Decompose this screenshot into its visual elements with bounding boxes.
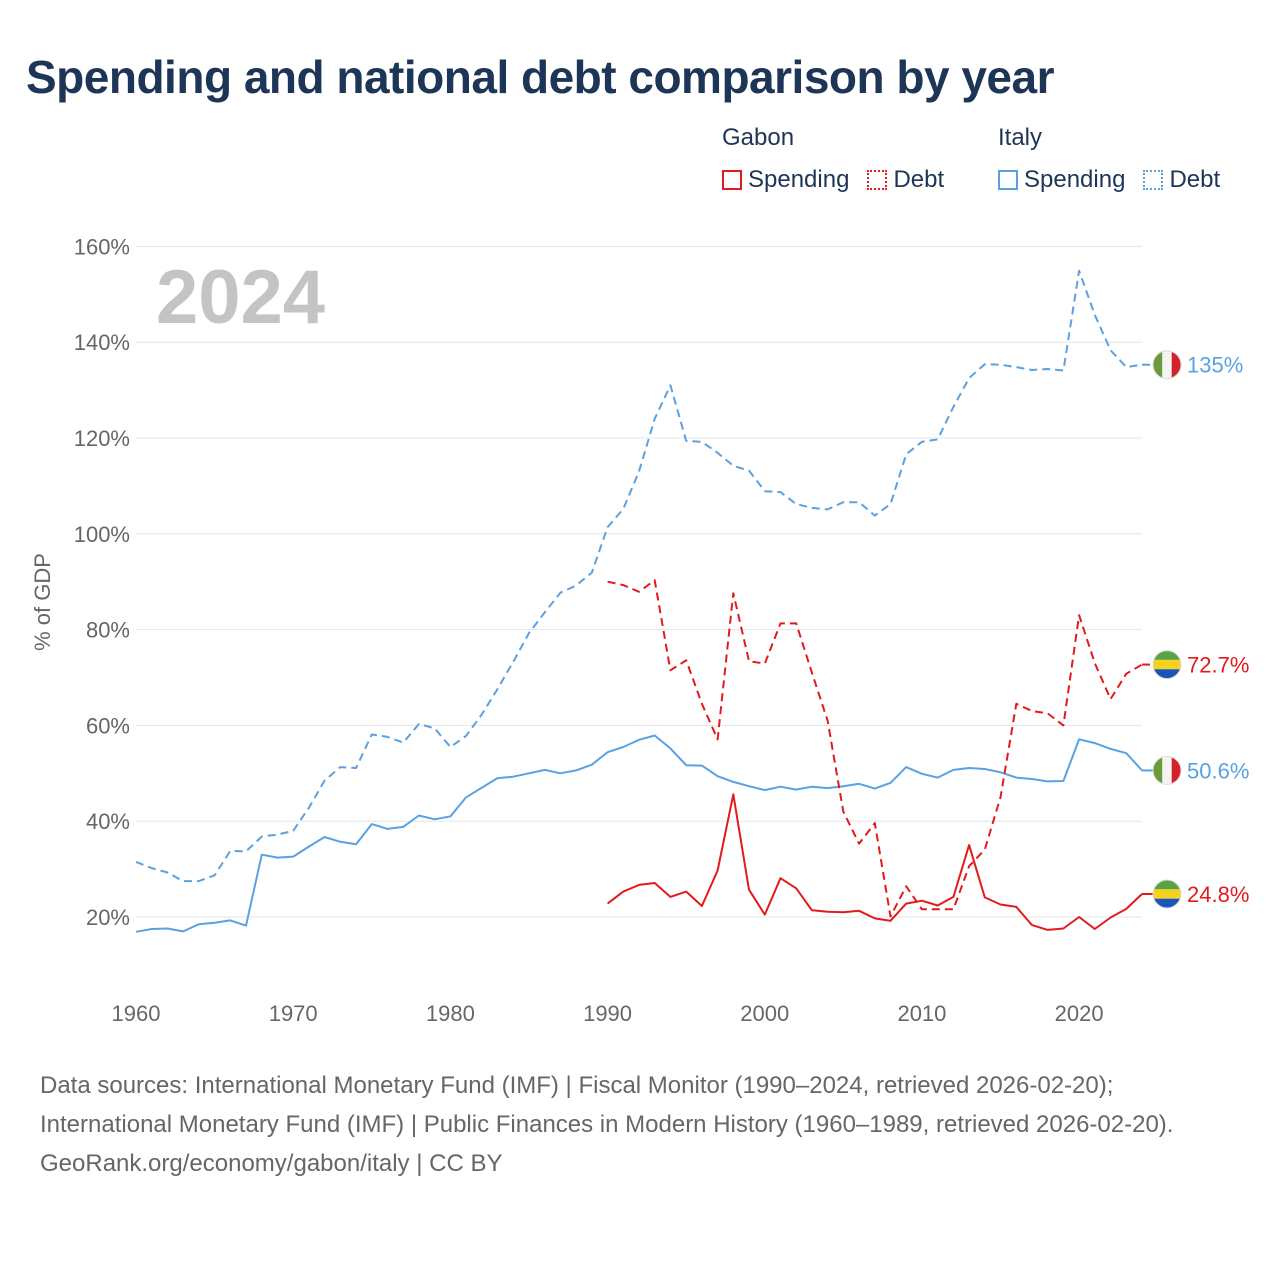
flag-outline	[1152, 650, 1182, 680]
line-chart: 2024 % of GDP 20% 40% 60% 80% 100% 120% 140% 16…	[30, 234, 1249, 1026]
flag-stripe-yellow	[1153, 659, 1181, 670]
flag-stripe-white	[1162, 350, 1172, 379]
y-tick-label: 60%	[86, 713, 130, 738]
flag-stripe-blue	[1153, 669, 1181, 679]
footer: Data sources: International Monetary Fun…	[40, 1066, 1240, 1183]
end-value-label: 50.6%	[1187, 758, 1249, 783]
y-tick-label: 80%	[86, 618, 130, 643]
legend-item-italy-debt[interactable]: Debt	[1143, 166, 1220, 194]
legend-item-label: Debt	[893, 166, 945, 193]
y-tick-label: 160%	[74, 234, 130, 259]
y-tick-label: 40%	[86, 809, 130, 834]
flag-stripe-green	[1153, 880, 1181, 890]
legend-item-label: Spending	[748, 166, 850, 193]
series-line-italy-spending	[135, 734, 1143, 933]
x-tick-label: 2020	[1055, 1001, 1104, 1026]
legend-swatch-solid	[722, 170, 742, 190]
gabon-flag-icon	[1152, 650, 1182, 680]
legend-item-gabon-spending[interactable]: Spending	[722, 166, 849, 194]
y-tick-label: 140%	[74, 330, 130, 355]
legend-item-italy-spending[interactable]: Spending	[998, 166, 1125, 194]
series-line-gabon-debt	[607, 579, 1143, 918]
y-axis-title: % of GDP	[30, 553, 55, 651]
x-tick-label: 1980	[426, 1001, 475, 1026]
legend-group-gabon: Gabon Spending Debt	[722, 124, 944, 194]
y-tick-label: 20%	[86, 905, 130, 930]
credit-line: GeoRank.org/economy/gabon/italy | CC BY	[40, 1150, 503, 1177]
flag-stripe-green	[1153, 350, 1163, 379]
x-tick-label: 1960	[112, 1001, 161, 1026]
x-tick-label: 2010	[897, 1001, 946, 1026]
series-line-italy-debt	[135, 269, 1143, 883]
italy-flag-icon	[1152, 755, 1182, 785]
flag-stripe-white	[1162, 756, 1172, 785]
legend-group-label: Italy	[998, 124, 1043, 151]
legend-swatch-dotted	[1143, 170, 1164, 190]
y-tick-label: 100%	[74, 522, 130, 547]
end-value-label: 24.8%	[1187, 882, 1249, 907]
end-value-label: 135%	[1187, 353, 1243, 378]
flag-outline	[1152, 879, 1182, 909]
end-value-label: 72.7%	[1187, 653, 1249, 678]
flag-stripe-yellow	[1153, 889, 1181, 899]
x-tick-label: 2000	[740, 1001, 789, 1026]
legend-swatch-dotted	[867, 170, 888, 190]
gabon-flag-icon	[1152, 879, 1182, 909]
x-tick-label: 1990	[583, 1001, 632, 1026]
flag-outline	[1152, 350, 1182, 380]
data-sources: Data sources: International Monetary Fun…	[40, 1072, 1174, 1138]
legend-item-gabon-debt[interactable]: Debt	[867, 166, 944, 194]
chart-title: Spending and national debt comparison by…	[26, 51, 1055, 103]
flag-stripe-blue	[1153, 898, 1181, 909]
legend-group-label: Gabon	[722, 124, 795, 151]
flag-stripe-green	[1153, 756, 1163, 785]
year-watermark: 2024	[156, 255, 325, 340]
flag-outline	[1152, 755, 1182, 785]
series-line-gabon-spending	[606, 793, 1143, 931]
italy-flag-icon	[1152, 350, 1182, 380]
flag-stripe-green	[1153, 650, 1181, 660]
legend-item-label: Debt	[1169, 166, 1221, 193]
flag-stripe-red	[1171, 350, 1181, 379]
y-tick-label: 120%	[74, 426, 130, 451]
legend-swatch-solid	[998, 170, 1018, 190]
legend-group-italy: Italy Spending Debt	[998, 124, 1220, 194]
legend-item-label: Spending	[1024, 166, 1126, 193]
flag-stripe-red	[1171, 756, 1181, 785]
x-tick-label: 1970	[269, 1001, 318, 1026]
